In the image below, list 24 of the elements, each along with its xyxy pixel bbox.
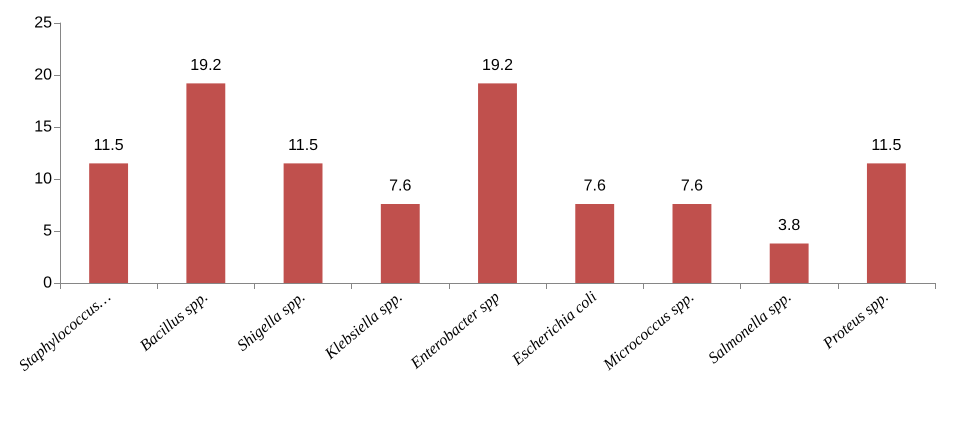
bar [575, 204, 614, 283]
bar [478, 83, 517, 283]
y-tick-label: 15 [34, 118, 52, 136]
y-tick-label: 20 [34, 66, 52, 84]
data-label: 7.6 [680, 177, 704, 194]
bar [672, 204, 712, 283]
data-label: 11.5 [871, 136, 902, 154]
bar [866, 163, 906, 283]
bar [89, 163, 128, 283]
data-label: 19.2 [190, 56, 222, 74]
data-label: 11.5 [94, 136, 124, 154]
y-tick-label: 10 [34, 170, 52, 188]
data-label: 19.2 [482, 56, 514, 74]
data-label: 11.5 [288, 136, 318, 154]
bar [770, 243, 809, 283]
data-label: 7.6 [389, 177, 412, 194]
bar [186, 83, 226, 283]
y-tick-label: 0 [43, 274, 52, 292]
y-tick-label: 5 [43, 222, 52, 240]
data-label: 3.8 [778, 216, 800, 234]
y-tick-label: 25 [34, 14, 52, 32]
bar [380, 204, 420, 283]
bar [284, 163, 322, 283]
data-label: 7.6 [584, 177, 606, 194]
